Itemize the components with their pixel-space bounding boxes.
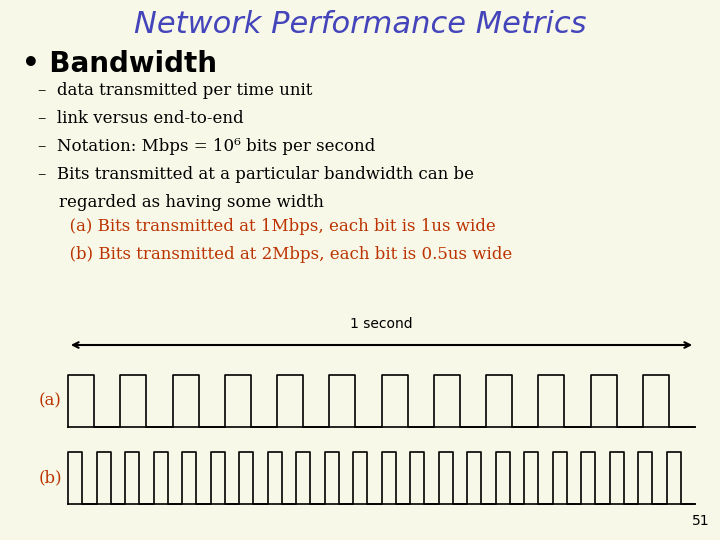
Text: 1 second: 1 second (350, 317, 413, 331)
Text: (a): (a) (39, 393, 62, 409)
Text: • Bandwidth: • Bandwidth (22, 50, 217, 78)
Text: regarded as having some width: regarded as having some width (38, 194, 324, 211)
Text: 51: 51 (693, 514, 710, 528)
Text: (a) Bits transmitted at 1Mbps, each bit is 1us wide: (a) Bits transmitted at 1Mbps, each bit … (38, 218, 496, 235)
Text: –  Notation: Mbps = 10⁶ bits per second: – Notation: Mbps = 10⁶ bits per second (38, 138, 375, 155)
Text: –  link versus end-to-end: – link versus end-to-end (38, 110, 243, 127)
Text: (b) Bits transmitted at 2Mbps, each bit is 0.5us wide: (b) Bits transmitted at 2Mbps, each bit … (38, 246, 512, 263)
Text: –  data transmitted per time unit: – data transmitted per time unit (38, 82, 312, 99)
Text: (b): (b) (38, 469, 62, 487)
Text: Network Performance Metrics: Network Performance Metrics (134, 10, 586, 39)
Text: –  Bits transmitted at a particular bandwidth can be: – Bits transmitted at a particular bandw… (38, 166, 474, 183)
